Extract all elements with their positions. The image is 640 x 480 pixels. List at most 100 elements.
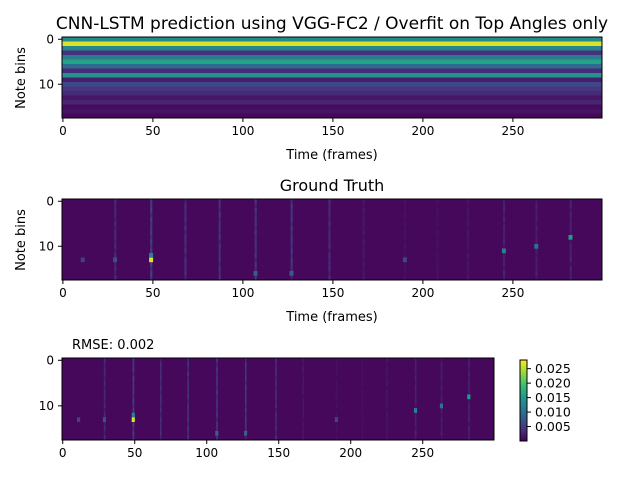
- onset-streak-cell: [362, 239, 365, 245]
- onset-streak-cell: [184, 235, 187, 240]
- note-bin-row: [62, 64, 602, 69]
- onset-streak-cell: [440, 362, 443, 368]
- onset-streak-cell: [218, 208, 221, 213]
- onset-streak-cell: [302, 371, 305, 377]
- active-note-cell: [334, 417, 338, 422]
- onset-streak-cell: [290, 217, 293, 222]
- x-tick-label: 150: [267, 446, 290, 460]
- onset-streak-cell: [535, 248, 538, 254]
- onset-streak-cell: [159, 380, 162, 386]
- onset-streak-cell: [569, 199, 572, 204]
- onset-streak-cell: [361, 389, 364, 395]
- onset-streak-cell: [467, 262, 470, 267]
- onset-streak-cell: [404, 217, 407, 222]
- onset-streak-cell: [468, 371, 470, 377]
- onset-streak-cell: [569, 253, 572, 258]
- onset-streak-cell: [503, 217, 506, 222]
- onset-streak-cell: [386, 421, 388, 427]
- onset-streak-cell: [535, 212, 538, 218]
- onset-streak-cell: [335, 385, 338, 391]
- onset-streak-cell: [103, 421, 106, 427]
- onset-streak-cell: [216, 385, 218, 391]
- onset-streak-cell: [503, 235, 506, 240]
- onset-streak-cell: [386, 358, 388, 363]
- onset-streak-cell: [132, 421, 135, 427]
- x-tick-label: 150: [321, 286, 344, 300]
- onset-streak-cell: [362, 230, 365, 236]
- onset-streak-cell: [328, 208, 331, 213]
- onset-streak-cell: [436, 208, 439, 213]
- onset-streak-cell: [254, 208, 257, 213]
- onset-streak-cell: [414, 421, 417, 427]
- onset-streak-cell: [335, 426, 338, 432]
- onset-streak-cell: [362, 199, 365, 204]
- onset-streak-cell: [184, 266, 187, 272]
- onset-streak-cell: [328, 221, 331, 227]
- note-bin-row: [62, 77, 602, 83]
- onset-streak-cell: [290, 212, 293, 218]
- note-bin-row: [62, 50, 602, 56]
- onset-streak-cell: [114, 199, 117, 204]
- onset-streak-cell: [328, 212, 331, 218]
- onset-streak-cell: [436, 262, 439, 267]
- onset-streak-cell: [436, 266, 439, 272]
- onset-streak-cell: [535, 221, 538, 227]
- onset-streak-cell: [436, 253, 439, 258]
- onset-streak-cell: [159, 430, 162, 436]
- onset-streak-cell: [468, 408, 470, 413]
- onset-streak-cell: [569, 217, 572, 222]
- onset-streak-cell: [467, 208, 470, 213]
- onset-streak-cell: [302, 362, 305, 368]
- onset-streak-cell: [150, 271, 153, 276]
- onset-streak-cell: [184, 221, 187, 227]
- onset-streak-cell: [159, 362, 162, 368]
- active-note-cell: [215, 430, 219, 436]
- note-bin-row: [62, 73, 602, 78]
- onset-streak-cell: [535, 239, 538, 245]
- onset-streak-cell: [328, 262, 331, 267]
- onset-streak-cell: [103, 403, 106, 409]
- onset-streak-cell: [569, 208, 572, 213]
- onset-streak-cell: [467, 266, 470, 272]
- onset-streak-cell: [103, 412, 106, 418]
- onset-streak-cell: [159, 394, 162, 400]
- active-note-cell: [467, 394, 471, 400]
- onset-streak-cell: [440, 367, 443, 372]
- onset-streak-cell: [275, 403, 277, 409]
- rmse-axes: 0 50 100 150 200 250 0 10: [39, 353, 434, 460]
- active-note-cell: [253, 271, 258, 276]
- onset-streak-cell: [254, 257, 257, 263]
- onset-streak-cell: [535, 235, 538, 240]
- onset-streak-cell: [335, 435, 338, 441]
- onset-streak-cell: [275, 399, 277, 404]
- x-tick-label: 200: [411, 124, 434, 138]
- onset-streak-cell: [216, 358, 218, 363]
- onset-streak-cell: [361, 367, 364, 372]
- onset-streak-cell: [328, 203, 331, 209]
- prediction-ylabel: Note bins: [14, 47, 29, 109]
- onset-streak-cell: [569, 275, 572, 281]
- onset-streak-cell: [467, 235, 470, 240]
- onset-streak-cell: [335, 430, 338, 436]
- onset-streak-cell: [362, 275, 365, 281]
- onset-streak-cell: [159, 412, 162, 418]
- onset-streak-cell: [436, 271, 439, 276]
- onset-streak-cell: [468, 430, 470, 436]
- onset-streak-cell: [440, 389, 443, 395]
- onset-streak-cell: [290, 203, 293, 209]
- onset-streak-cell: [132, 435, 135, 441]
- y-tick-label: 0: [46, 194, 54, 208]
- onset-streak-cell: [436, 212, 439, 218]
- onset-streak-cell: [404, 244, 407, 249]
- active-note-cell: [80, 257, 85, 263]
- onset-streak-cell: [103, 435, 106, 441]
- onset-streak-cell: [335, 389, 338, 395]
- onset-streak-cell: [254, 235, 257, 240]
- onset-streak-cell: [184, 244, 187, 249]
- onset-streak-cell: [244, 371, 247, 377]
- onset-streak-cell: [244, 435, 247, 441]
- onset-streak-cell: [254, 199, 257, 204]
- x-tick-label: 50: [145, 124, 160, 138]
- onset-streak-cell: [184, 217, 187, 222]
- onset-streak-cell: [184, 212, 187, 218]
